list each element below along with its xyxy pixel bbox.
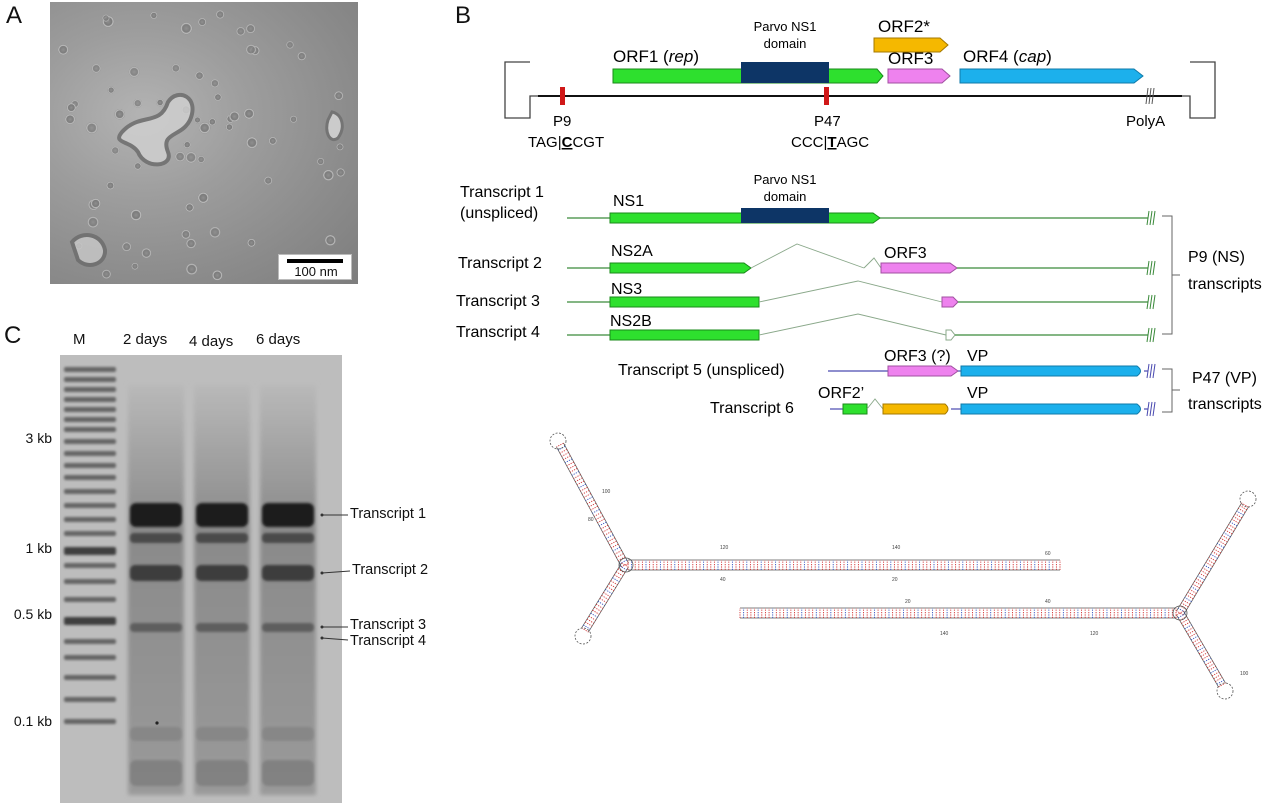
orf4-cap-arrow [959,68,1144,84]
structure-tick-label: 120 [720,545,729,551]
gel-lane-label-6days: 6 days [256,331,301,348]
transcript-6-vp: VP [967,385,988,402]
structure-tick-label: 140 [892,545,901,551]
orf4-label: ORF4 (cap) [963,47,1052,66]
gel-lane-label-m: M [73,331,86,348]
itr-structure-right [739,490,1257,700]
right-itr [1182,61,1216,119]
genome-transcript-diagram: ORF1 (rep) Parvo NS1 domain ORF2* ORF3 O… [456,17,1262,417]
structure-tick-label: 100 [1240,671,1249,677]
micrograph-particles [57,10,345,281]
transcript-6-label: Transcript 6 [710,400,794,417]
scale-bar-box: 100 nm [278,254,352,280]
gel-callout-transcript-4: Transcript 4 [350,633,427,649]
p9-label: P9 [553,113,571,130]
itr-structure-left [549,432,1061,645]
gel-marker-0-5kb: 0.5 kb [13,606,52,622]
gel-callout-lines [320,513,351,641]
structure-tick-label: 40 [1045,599,1051,605]
transcript-3-orf: NS3 [611,281,642,298]
electron-micrograph: 100 nm [50,2,358,284]
structure-tick-label: 20 [892,577,898,583]
polya-label: PolyA [1126,113,1165,130]
gel-callout-transcript-3: Transcript 3 [350,617,427,633]
genome-map: ORF1 (rep) Parvo NS1 domain ORF2* ORF3 O… [504,17,1216,151]
scale-bar [287,259,343,263]
transcript-1-sublabel: (unspliced) [460,205,538,222]
gel-lane-label-4days: 4 days [189,333,234,350]
ns1-domain-label-2: domain [764,36,807,51]
panel-letter-c: C [4,322,22,349]
agarose-gel [60,355,342,803]
gel-marker-1kb: 1 kb [25,540,52,556]
structure-tick-label: 140 [940,631,949,637]
transcript-5-label: Transcript 5 (unspliced) [618,362,785,379]
structure-tick-label: 40 [720,577,726,583]
group-ns-label-1: P9 (NS) [1188,249,1245,266]
orf2-label: ORF2* [878,17,930,36]
group-vp-label-1: P47 (VP) [1192,370,1257,387]
ns1-domain-label-1: Parvo NS1 [754,19,817,34]
transcript-1-label: Transcript 1 [460,184,544,201]
group-ns-label-2: transcripts [1188,276,1262,293]
structure-tick-label: 20 [905,599,911,605]
gel-marker-3kb: 3 kb [25,430,52,446]
transcript-2-orf3: ORF3 [884,245,927,262]
p9-promoter-mark [560,87,565,105]
transcript-2-label: Transcript 2 [458,255,542,272]
panel-letter-b: B [455,2,472,29]
polya-marks [1145,87,1155,105]
transcript-4-label: Transcript 4 [456,324,540,341]
transcript-2-orf: NS2A [611,243,653,260]
orf3-arrow [887,68,951,84]
gel-callout-transcript-1: Transcript 1 [350,506,427,522]
structure-tick-label: 80 [588,517,594,523]
transcript-1-domain-2: domain [764,189,807,204]
scale-bar-label: 100 nm [294,264,338,279]
transcript-6-orf2: ORF2’ [818,385,864,402]
transcript-4-orf: NS2B [610,313,652,330]
structure-tick-label: 120 [1090,631,1099,637]
structure-tick-label: 100 [602,489,611,495]
transcript-3-label: Transcript 3 [456,293,540,310]
gel-bands [60,355,342,803]
panel-letter-a: A [6,2,23,29]
orf2-arrow [873,37,949,53]
transcript-1-orf: NS1 [613,193,644,210]
transcript-5-orf3: ORF3 (?) [884,348,951,365]
transcript-1-domain-1: Parvo NS1 [754,172,817,187]
transcripts: Transcript 1 (unspliced) NS1 Parvo NS1 d… [456,172,1262,417]
gel-lane-label-2days: 2 days [123,331,168,348]
itr-structure-tick-labels: 100 80 120 40 140 20 60 20 40 140 120 100 [588,489,1249,677]
group-vp-label-2: transcripts [1188,396,1262,413]
orf3-label: ORF3 [888,49,933,68]
ns1-domain-box [741,62,829,83]
gel-marker-0-1kb: 0.1 kb [13,713,52,729]
gel-callout-transcript-2: Transcript 2 [352,562,429,578]
p47-promoter-mark [824,87,829,105]
p9-sequence: TAG|CCGT [528,134,604,151]
orf1-label: ORF1 (rep) [613,47,699,66]
p47-label: P47 [814,113,841,130]
p47-sequence: CCC|TAGC [791,134,869,151]
itr-secondary-structures: 100 80 120 40 140 20 60 20 40 140 120 100 [549,432,1257,700]
left-itr [504,61,538,119]
structure-tick-label: 60 [1045,551,1051,557]
transcript-5-vp: VP [967,348,988,365]
